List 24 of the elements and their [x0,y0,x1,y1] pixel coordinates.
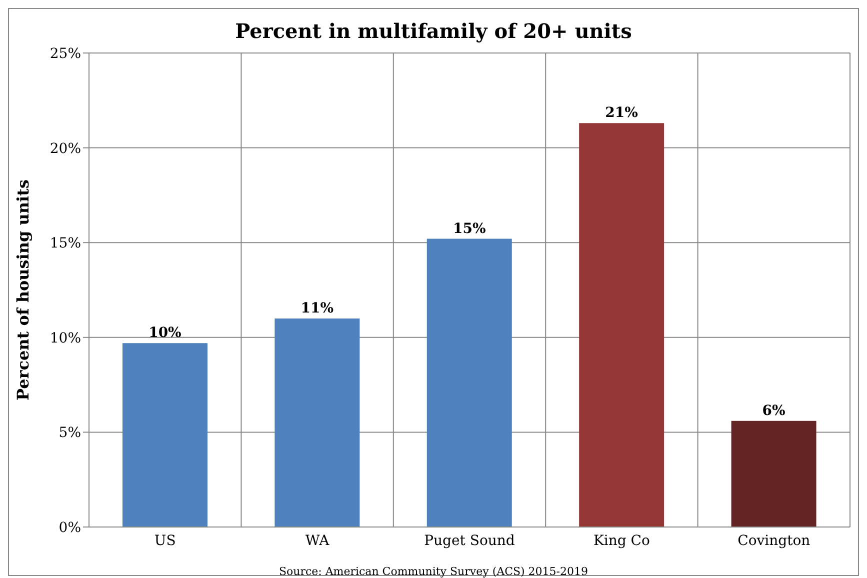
y-tick-label: 25% [50,46,81,62]
chart-title: Percent in multifamily of 20+ units [234,19,633,43]
y-tick-label: 5% [58,425,81,442]
x-tick-label: Puget Sound [424,532,515,549]
data-label: 21% [605,105,638,122]
data-label: 6% [762,402,786,419]
bar [426,238,512,527]
bar [731,420,816,527]
y-axis-title: Percent of housing units [14,179,33,401]
y-tick-label: 0% [58,520,81,536]
source-note: Source: American Community Survey (ACS) 2015-2019 [278,565,590,578]
y-tick-label: 15% [50,236,81,252]
x-tick-label: WA [305,532,330,549]
data-label: 15% [452,220,486,237]
y-tick-label: 10% [50,330,81,346]
data-label: 11% [300,300,334,316]
x-tick-label: Covington [738,532,810,549]
bar [274,318,360,527]
data-label: 10% [148,325,182,342]
x-tick-label: King Co [593,532,650,549]
y-tick-label: 20% [50,140,81,157]
bar [579,123,664,527]
x-tick-label: US [154,532,176,549]
bar [122,343,208,527]
